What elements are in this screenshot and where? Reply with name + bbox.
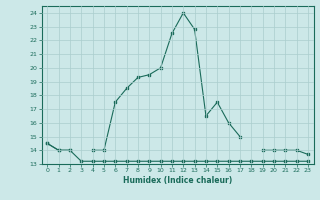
X-axis label: Humidex (Indice chaleur): Humidex (Indice chaleur)	[123, 176, 232, 185]
